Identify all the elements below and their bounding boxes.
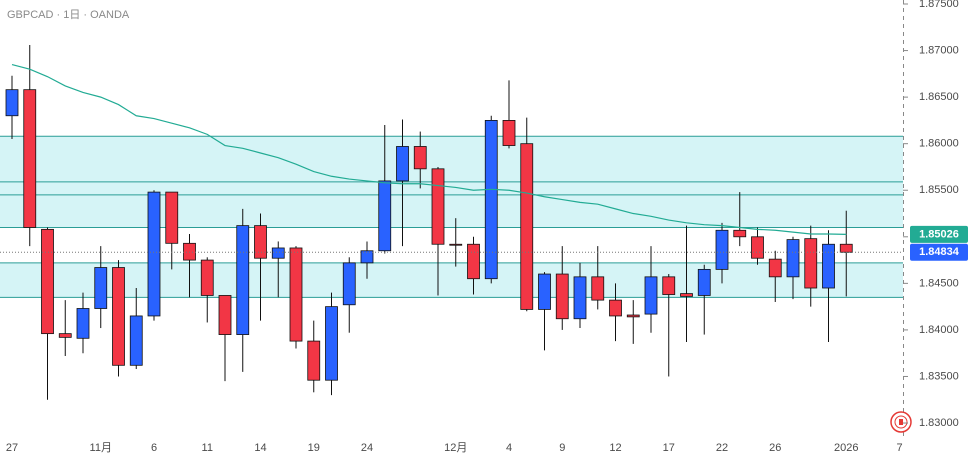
flag-icon	[890, 411, 912, 433]
candle-body	[502, 120, 516, 146]
candle-body	[786, 239, 800, 278]
x-tick-label: 4	[506, 442, 512, 454]
x-tick-label: 11	[202, 442, 213, 454]
candle-body	[697, 268, 711, 296]
candle-body	[41, 228, 54, 335]
candle-body	[23, 89, 37, 228]
candle-body	[591, 276, 605, 301]
candle-body	[289, 247, 303, 342]
x-tick-label: 6	[151, 442, 157, 454]
x-tick-label: 2026	[834, 442, 858, 454]
candle-body	[484, 120, 498, 280]
y-tick-label: 1.86000	[919, 138, 959, 150]
candle-body	[183, 242, 196, 261]
candle-body	[751, 236, 764, 259]
candle-body	[413, 146, 427, 170]
x-tick-label: 19	[308, 442, 320, 454]
last-price-box	[910, 243, 968, 261]
candle-body	[325, 306, 338, 381]
candle-body	[680, 293, 693, 297]
candle-body	[396, 146, 409, 182]
y-tick-label: 1.87000	[919, 44, 959, 56]
x-tick-label: 24	[361, 442, 373, 454]
x-tick-label: 11月	[90, 442, 112, 454]
candle-body	[129, 315, 143, 366]
plot-area	[0, 44, 903, 400]
candle-body	[768, 258, 782, 278]
candle-body	[644, 276, 658, 315]
y-tick-label: 1.87500	[919, 0, 959, 10]
candle-body	[112, 267, 125, 366]
ma-value-box	[910, 225, 968, 243]
candle-body	[307, 340, 321, 381]
candle-body	[715, 229, 729, 270]
candle-body	[342, 262, 356, 306]
candle-body	[449, 243, 463, 246]
candle-body	[573, 276, 587, 320]
moving-average	[11, 63, 847, 235]
candle-body	[165, 191, 179, 244]
candle-body	[218, 295, 232, 335]
candle-body	[520, 143, 534, 310]
x-tick-label: 14	[254, 442, 266, 454]
last-price-label: 1.84834	[919, 246, 960, 258]
candle-body	[822, 243, 835, 289]
candle-body	[236, 225, 250, 335]
x-tick-label: 17	[663, 442, 675, 454]
x-tick-label: 9	[559, 442, 565, 454]
x-tick-label: 22	[716, 442, 728, 454]
y-tick-label: 1.84000	[919, 324, 959, 336]
y-tick-label: 1.83000	[919, 417, 959, 429]
y-tick-label: 1.83500	[919, 370, 959, 382]
candle-body	[804, 238, 818, 289]
x-tick-label: 27	[6, 442, 18, 454]
candle-body	[94, 267, 108, 309]
candle-body	[467, 243, 480, 280]
candle-body	[839, 243, 853, 253]
candle-body	[609, 299, 622, 317]
y-tick-label: 1.86500	[919, 91, 959, 103]
y-tick-label: 1.84500	[919, 277, 959, 289]
candle-body	[5, 89, 19, 117]
candle-body	[271, 247, 285, 259]
candle-body	[555, 273, 569, 320]
ma-value-label: 1.85026	[919, 228, 959, 240]
x-tick-label: 12月	[444, 442, 467, 454]
y-tick-label: 1.85500	[919, 184, 959, 196]
candle-body	[626, 314, 640, 318]
x-tick-label: 7	[896, 442, 902, 454]
candle-body	[662, 276, 676, 295]
candle-body	[254, 225, 267, 259]
candle-body	[76, 308, 90, 339]
candle-body	[147, 191, 161, 317]
candle-body	[378, 180, 392, 252]
candle-body	[431, 168, 445, 245]
x-tick-label: 12	[609, 442, 621, 454]
candle-body	[200, 259, 214, 296]
candle-body	[733, 229, 747, 238]
x-tick-label: 26	[769, 442, 781, 454]
candle-body	[58, 333, 72, 338]
zone	[0, 262, 903, 298]
candle-body	[360, 250, 374, 264]
chart-title: GBPCAD · 1日 · OANDA	[7, 9, 130, 21]
candle-body	[538, 273, 551, 310]
